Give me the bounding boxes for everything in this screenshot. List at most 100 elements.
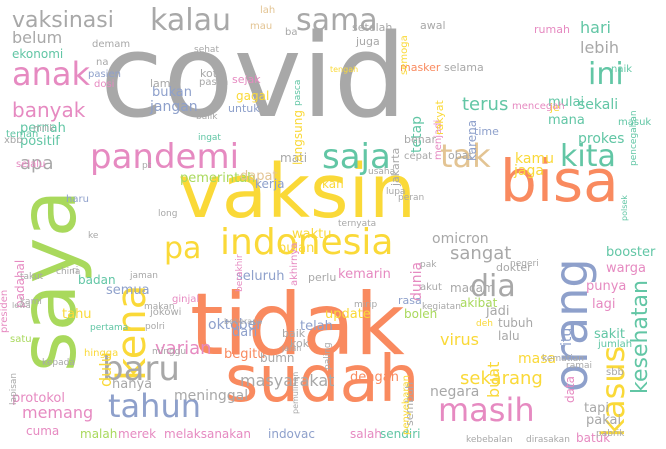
cloud-word: belum bbox=[12, 28, 63, 47]
cloud-word: teman bbox=[6, 129, 39, 140]
cloud-word: pa bbox=[164, 231, 202, 266]
cloud-word: paska bbox=[199, 77, 229, 88]
cloud-word: na bbox=[96, 57, 109, 68]
cloud-word: selama bbox=[444, 61, 484, 74]
cloud-word: omicron bbox=[432, 231, 489, 247]
cloud-word: bulan bbox=[278, 241, 315, 256]
cloud-word: varian bbox=[155, 338, 212, 359]
cloud-word: sehat bbox=[194, 45, 219, 55]
cloud-word: mulai bbox=[548, 95, 585, 110]
cloud-word: kesehatan bbox=[628, 280, 653, 394]
cloud-word: pandemi bbox=[90, 137, 240, 177]
cloud-word: badan bbox=[78, 273, 116, 287]
cloud-word: dia bbox=[470, 269, 516, 304]
cloud-word: negeri bbox=[510, 259, 539, 269]
cloud-word: milik bbox=[33, 124, 55, 134]
cloud-word: kegiatan bbox=[422, 302, 461, 312]
cloud-word: penyebaran bbox=[401, 375, 412, 435]
cloud-word: sama bbox=[296, 3, 378, 38]
cloud-word: hingga bbox=[84, 348, 119, 359]
cloud-word: sangat bbox=[450, 243, 512, 264]
cloud-word: langsung bbox=[291, 110, 305, 165]
cloud-word: oktober bbox=[208, 317, 262, 333]
cloud-word: untuk bbox=[228, 102, 260, 115]
cloud-word: indovac bbox=[268, 427, 315, 441]
cloud-word: kita bbox=[560, 139, 616, 174]
cloud-word: cepat bbox=[404, 151, 433, 162]
cloud-word: indonesia bbox=[220, 222, 394, 263]
cloud-word: dosi bbox=[94, 79, 115, 90]
cloud-word: obat bbox=[448, 149, 473, 162]
cloud-word: prokes bbox=[578, 131, 625, 147]
cloud-word: tapi bbox=[584, 401, 609, 416]
cloud-word: sendiri bbox=[380, 427, 421, 441]
cloud-word: kami bbox=[20, 297, 42, 307]
cloud-word: ramai bbox=[566, 361, 592, 371]
cloud-word: pabrik bbox=[596, 429, 625, 439]
cloud-word: masa bbox=[518, 351, 557, 367]
cloud-word: anak bbox=[12, 55, 91, 93]
cloud-word: sejak bbox=[232, 73, 261, 86]
cloud-word: kebebalan bbox=[466, 435, 513, 445]
cloud-word: tidak bbox=[190, 275, 405, 375]
cloud-word: melaksanakan bbox=[164, 427, 251, 441]
cloud-word: polri bbox=[145, 322, 165, 332]
cloud-word: dokter bbox=[496, 261, 532, 274]
cloud-word: ba bbox=[285, 27, 298, 38]
cloud-word: kota bbox=[200, 67, 224, 80]
cloud-word: akhirnya bbox=[289, 242, 300, 286]
cloud-word: sudah bbox=[225, 343, 420, 417]
cloud-word: semua bbox=[106, 283, 150, 298]
cloud-word: pasca bbox=[293, 79, 303, 106]
cloud-word: masyarakat bbox=[240, 371, 335, 390]
cloud-word: pakai bbox=[586, 413, 622, 428]
cloud-word: lalu bbox=[498, 329, 520, 343]
cloud-word: ini bbox=[588, 57, 624, 92]
cloud-word: update bbox=[325, 307, 371, 322]
cloud-word: bukan bbox=[152, 85, 192, 100]
cloud-word: pernah bbox=[20, 121, 66, 136]
cloud-word: kerja bbox=[255, 177, 285, 191]
cloud-word: sakit bbox=[594, 327, 625, 342]
cloud-word: semoga bbox=[399, 35, 410, 75]
cloud-word: jalan bbox=[282, 344, 302, 353]
cloud-word: data bbox=[563, 375, 577, 403]
cloud-word: baik bbox=[282, 327, 306, 340]
cloud-word: mati bbox=[280, 151, 308, 165]
cloud-word: rakyat bbox=[433, 100, 446, 135]
cloud-word: akut bbox=[420, 282, 442, 293]
cloud-word: kan bbox=[322, 177, 344, 191]
cloud-word: terus bbox=[462, 94, 509, 115]
cloud-word: satu bbox=[10, 334, 32, 345]
cloud-word: sekali bbox=[578, 97, 619, 113]
cloud-word: polsek bbox=[620, 195, 629, 221]
cloud-word: ri bbox=[72, 266, 79, 276]
cloud-word: kalau bbox=[150, 3, 231, 38]
cloud-word: berakhir bbox=[235, 254, 245, 292]
cloud-word: cuma bbox=[26, 424, 60, 438]
cloud-word: lewa bbox=[12, 301, 31, 310]
cloud-word: memang bbox=[22, 403, 94, 422]
cloud-word: pasien bbox=[88, 69, 121, 80]
cloud-word: malah bbox=[80, 427, 118, 441]
cloud-word: paling bbox=[323, 342, 333, 370]
cloud-word: naik bbox=[611, 64, 633, 75]
cloud-word: tubuh bbox=[498, 316, 534, 330]
cloud-word: baru bbox=[102, 349, 180, 389]
cloud-word: benar bbox=[404, 133, 436, 146]
cloud-word: meninggal bbox=[174, 388, 249, 404]
cloud-word: kemarin bbox=[338, 267, 391, 282]
cloud-word: rasa bbox=[398, 294, 422, 307]
cloud-word: pertama bbox=[90, 323, 129, 333]
cloud-word: ginjal bbox=[172, 294, 200, 305]
cloud-word: pt bbox=[142, 161, 152, 171]
cloud-word: masih bbox=[438, 391, 535, 429]
cloud-word: warga bbox=[606, 261, 646, 276]
cloud-word: boleh bbox=[404, 307, 438, 321]
cloud-word: kok bbox=[290, 337, 310, 350]
cloud-word: minggu bbox=[152, 347, 187, 357]
cloud-word: sekarang bbox=[460, 368, 543, 389]
cloud-word: begitu bbox=[224, 347, 266, 362]
cloud-word: je bbox=[550, 101, 560, 114]
cloud-word: booster bbox=[606, 245, 656, 260]
